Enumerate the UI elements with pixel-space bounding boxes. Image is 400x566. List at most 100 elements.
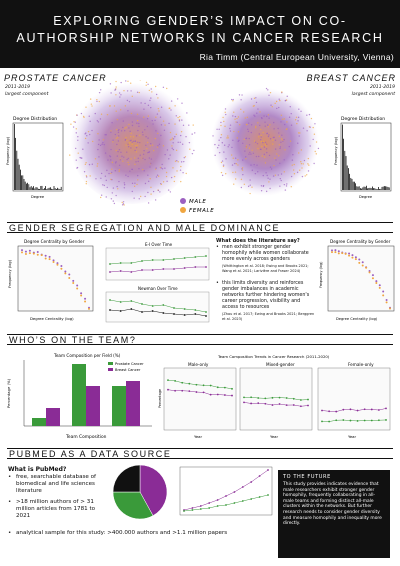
- network-node: [172, 142, 174, 144]
- network-node: [317, 147, 320, 150]
- network-node: [138, 122, 140, 125]
- network-node: [131, 190, 133, 193]
- network-node: [277, 174, 279, 176]
- network-node: [123, 204, 125, 206]
- ei-prostate-line: [109, 255, 207, 265]
- degree-bar: [388, 187, 390, 190]
- dc-point: [385, 298, 388, 301]
- network-node: [313, 133, 316, 135]
- network-node: [160, 134, 162, 137]
- dc-point: [48, 255, 51, 258]
- network-node: [124, 105, 127, 107]
- network-node: [235, 163, 238, 165]
- network-node: [257, 147, 259, 150]
- network-node: [131, 168, 133, 171]
- network-node: [267, 124, 269, 126]
- network-node: [94, 158, 97, 160]
- network-node: [85, 175, 88, 177]
- trends-xlabel-1: Year: [194, 434, 202, 439]
- degree-bar: [48, 187, 50, 190]
- network-node: [115, 80, 117, 83]
- network-node: [306, 114, 308, 116]
- network-node: [263, 146, 266, 148]
- network-node: [269, 91, 272, 94]
- network-node: [279, 185, 281, 187]
- network-node: [234, 171, 237, 173]
- network-node: [97, 148, 99, 151]
- network-node: [166, 180, 168, 183]
- network-node: [269, 124, 271, 126]
- network-node: [164, 153, 166, 156]
- network-node: [180, 130, 183, 133]
- network-node: [315, 153, 317, 155]
- network-node: [150, 106, 152, 109]
- network-node: [229, 127, 231, 130]
- network-node: [290, 112, 292, 115]
- network-node: [82, 115, 85, 118]
- degree-bar: [60, 186, 62, 190]
- ei-breast-line: [109, 266, 206, 273]
- dc-point: [88, 307, 90, 310]
- degree-bar: [376, 189, 378, 190]
- degree-bar: [384, 186, 385, 190]
- network-node: [177, 116, 179, 119]
- network-node: [124, 139, 127, 141]
- network-node: [112, 200, 114, 202]
- dc-point: [36, 250, 39, 253]
- network-node: [220, 134, 223, 136]
- network-node: [186, 112, 188, 114]
- network-node: [302, 163, 304, 165]
- literature-ref-1: (Whittington et al. 2018; Ewing and Broo…: [222, 264, 309, 273]
- network-node: [139, 141, 141, 144]
- network-node: [302, 127, 305, 129]
- degree-bar: [54, 188, 56, 190]
- network-node: [180, 180, 182, 183]
- network-node: [241, 167, 244, 169]
- network-node: [259, 111, 261, 113]
- network-node: [264, 162, 267, 164]
- network-node: [280, 141, 282, 143]
- team-bar-xlabel: Team Composition: [65, 434, 107, 440]
- network-node: [286, 128, 288, 130]
- network-node: [150, 162, 152, 165]
- network-node: [279, 177, 282, 180]
- network-node: [290, 186, 292, 188]
- network-node: [120, 130, 123, 132]
- network-node: [179, 141, 181, 143]
- network-node: [264, 141, 267, 143]
- network-node: [139, 195, 142, 198]
- dc-point: [354, 256, 357, 259]
- ei-newman-charts: E-I Over Time Newman Over Time: [105, 242, 210, 323]
- dc-right-xlabel: Degree Centrality (log): [336, 317, 378, 321]
- network-node: [307, 163, 309, 165]
- prostate-degree-bars: [14, 124, 62, 190]
- section-team: WHO’S ON THE TEAM?: [7, 334, 393, 345]
- degree-bar: [361, 188, 362, 190]
- network-node: [297, 116, 300, 119]
- network-node: [82, 148, 84, 150]
- degree-bar: [41, 185, 43, 190]
- network-node: [146, 125, 149, 128]
- network-node: [240, 108, 242, 110]
- network-node: [308, 164, 310, 166]
- network-node: [265, 87, 268, 90]
- network-node: [143, 108, 145, 110]
- network-node: [281, 91, 283, 93]
- network-node: [147, 180, 150, 183]
- network-node: [85, 183, 87, 185]
- network-node: [282, 139, 284, 141]
- network-node: [298, 108, 300, 110]
- network-node: [274, 157, 276, 159]
- pubmed-bullet-3-text: analytical sample for this study: >400.0…: [16, 530, 228, 536]
- network-node: [232, 157, 234, 159]
- network-node: [255, 97, 257, 99]
- trend-breast-point: [307, 404, 309, 407]
- degree-bar: [38, 188, 39, 190]
- degree-bar: [36, 187, 38, 190]
- network-node: [158, 110, 160, 112]
- dc-point: [21, 251, 23, 254]
- degree-bar: [357, 186, 359, 190]
- network-node: [124, 129, 126, 132]
- network-node: [123, 156, 125, 158]
- network-node: [244, 150, 246, 152]
